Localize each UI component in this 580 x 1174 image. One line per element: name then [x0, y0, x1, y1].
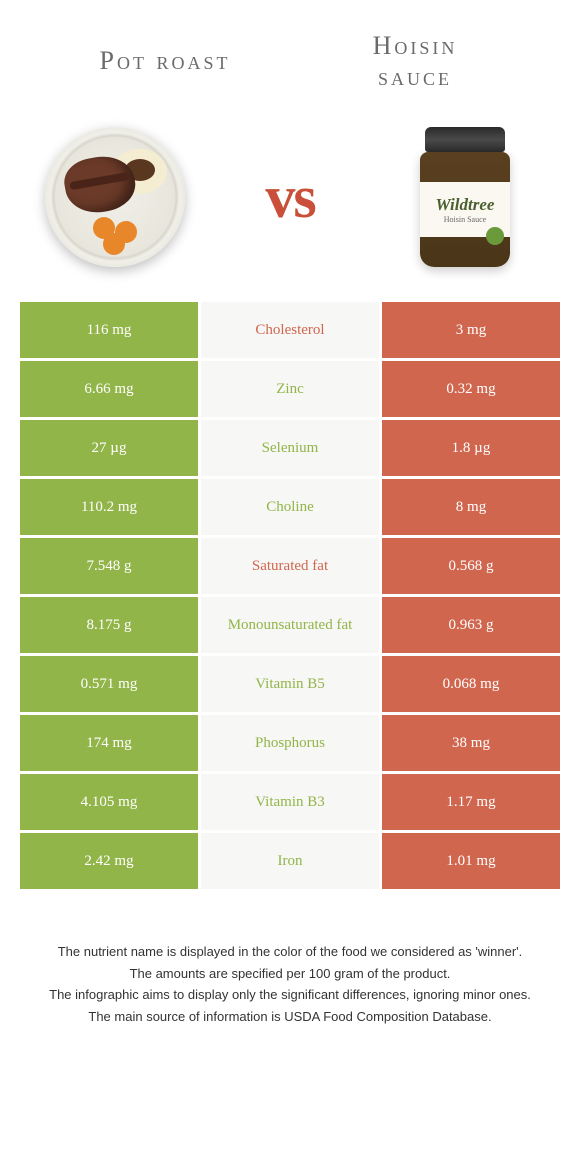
- table-row: 2.42 mgIron1.01 mg: [20, 833, 560, 889]
- title-right-line2: sauce: [290, 61, 540, 92]
- value-right: 0.963 g: [382, 597, 560, 653]
- value-right: 38 mg: [382, 715, 560, 771]
- value-right: 1.8 µg: [382, 420, 560, 476]
- value-left: 7.548 g: [20, 538, 198, 594]
- table-row: 110.2 mgCholine8 mg: [20, 479, 560, 535]
- jar-brand: Wildtree: [436, 195, 495, 215]
- nutrient-name: Vitamin B3: [201, 774, 379, 830]
- nutrient-name: Phosphorus: [201, 715, 379, 771]
- header: Pot roast Hoisin sauce: [0, 0, 580, 112]
- nutrient-name: Zinc: [201, 361, 379, 417]
- comparison-table: 116 mgCholesterol3 mg6.66 mgZinc0.32 mg2…: [20, 302, 560, 889]
- value-left: 2.42 mg: [20, 833, 198, 889]
- value-left: 8.175 g: [20, 597, 198, 653]
- footer-line: The nutrient name is displayed in the co…: [40, 942, 540, 962]
- value-left: 0.571 mg: [20, 656, 198, 712]
- footer-line: The amounts are specified per 100 gram o…: [40, 964, 540, 984]
- pot-roast-image: [40, 122, 190, 272]
- value-left: 110.2 mg: [20, 479, 198, 535]
- table-row: 8.175 gMonounsaturated fat0.963 g: [20, 597, 560, 653]
- title-right-line1: Hoisin: [290, 30, 540, 61]
- jar-sub: Hoisin Sauce: [444, 215, 486, 224]
- value-right: 8 mg: [382, 479, 560, 535]
- title-left: Pot roast: [40, 46, 290, 76]
- nutrient-name: Monounsaturated fat: [201, 597, 379, 653]
- value-right: 0.068 mg: [382, 656, 560, 712]
- value-right: 0.32 mg: [382, 361, 560, 417]
- hoisin-sauce-image: Wildtree Hoisin Sauce: [390, 122, 540, 272]
- table-row: 27 µgSelenium1.8 µg: [20, 420, 560, 476]
- value-left: 116 mg: [20, 302, 198, 358]
- table-row: 6.66 mgZinc0.32 mg: [20, 361, 560, 417]
- value-right: 3 mg: [382, 302, 560, 358]
- value-right: 0.568 g: [382, 538, 560, 594]
- value-left: 174 mg: [20, 715, 198, 771]
- table-row: 0.571 mgVitamin B50.068 mg: [20, 656, 560, 712]
- vs-label: vs: [265, 163, 314, 232]
- nutrient-name: Iron: [201, 833, 379, 889]
- images-row: vs Wildtree Hoisin Sauce: [0, 112, 580, 302]
- nutrient-name: Selenium: [201, 420, 379, 476]
- footer-line: The main source of information is USDA F…: [40, 1007, 540, 1027]
- footer: The nutrient name is displayed in the co…: [0, 892, 580, 1048]
- footer-line: The infographic aims to display only the…: [40, 985, 540, 1005]
- value-right: 1.01 mg: [382, 833, 560, 889]
- table-row: 4.105 mgVitamin B31.17 mg: [20, 774, 560, 830]
- value-left: 27 µg: [20, 420, 198, 476]
- nutrient-name: Saturated fat: [201, 538, 379, 594]
- table-row: 174 mgPhosphorus38 mg: [20, 715, 560, 771]
- value-left: 4.105 mg: [20, 774, 198, 830]
- value-left: 6.66 mg: [20, 361, 198, 417]
- table-row: 7.548 gSaturated fat0.568 g: [20, 538, 560, 594]
- value-right: 1.17 mg: [382, 774, 560, 830]
- title-right: Hoisin sauce: [290, 30, 540, 92]
- nutrient-name: Vitamin B5: [201, 656, 379, 712]
- nutrient-name: Cholesterol: [201, 302, 379, 358]
- table-row: 116 mgCholesterol3 mg: [20, 302, 560, 358]
- nutrient-name: Choline: [201, 479, 379, 535]
